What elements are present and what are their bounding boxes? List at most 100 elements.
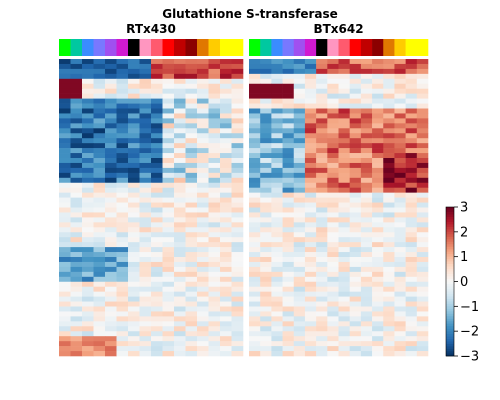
- heatmap-cell: [174, 281, 186, 287]
- heatmap-cell: [231, 217, 244, 223]
- heatmap-cell: [105, 128, 117, 134]
- heatmap-cell: [338, 78, 350, 85]
- heatmap-cell: [185, 162, 198, 169]
- heatmap-cell: [249, 162, 261, 169]
- heatmap-cell: [105, 257, 117, 263]
- heatmap-cell: [151, 207, 163, 213]
- heatmap-cell: [174, 162, 186, 169]
- heatmap-cell: [174, 271, 186, 278]
- heatmap-cell: [231, 93, 244, 99]
- heatmap-cell: [93, 266, 106, 273]
- heatmap-cell: [327, 326, 339, 332]
- heatmap-cell: [185, 167, 198, 174]
- heatmap-cell: [82, 83, 94, 89]
- heatmap-cell: [338, 207, 350, 213]
- heatmap-cell: [174, 301, 186, 307]
- heatmap-cell: [360, 148, 373, 154]
- column-group-swatch: [93, 39, 106, 56]
- heatmap-cell: [70, 73, 83, 80]
- heatmap-cell: [416, 341, 429, 347]
- panel-title: BTx642: [313, 22, 363, 36]
- heatmap-cell: [128, 88, 140, 94]
- heatmap-cell: [416, 88, 429, 94]
- heatmap-cell: [327, 271, 339, 278]
- heatmap-cell: [93, 158, 106, 164]
- heatmap-cell: [260, 192, 272, 198]
- heatmap-cell: [349, 346, 362, 352]
- heatmap-cell: [197, 108, 209, 114]
- heatmap-cell: [383, 281, 395, 287]
- heatmap-cell: [372, 177, 384, 184]
- heatmap-cell: [349, 301, 362, 307]
- heatmap-cell: [162, 237, 175, 243]
- heatmap-cell: [151, 98, 163, 104]
- heatmap-cell: [338, 232, 350, 238]
- heatmap-cell: [139, 351, 152, 357]
- heatmap-cell: [151, 281, 163, 287]
- heatmap-cell: [162, 73, 175, 80]
- heatmap-cell: [416, 153, 429, 159]
- heatmap-cell: [231, 172, 244, 179]
- heatmap-cell: [82, 133, 94, 139]
- heatmap-cell: [416, 296, 429, 302]
- heatmap-cell: [271, 252, 283, 258]
- heatmap-cell: [151, 311, 163, 317]
- heatmap-cell: [416, 207, 429, 213]
- heatmap-cell: [416, 291, 429, 297]
- heatmap-cell: [116, 113, 129, 119]
- heatmap-cell: [249, 167, 261, 174]
- heatmap-cell: [197, 83, 209, 89]
- heatmap-cell: [185, 316, 198, 322]
- heatmap-cell: [260, 83, 272, 89]
- heatmap-cell: [282, 113, 295, 119]
- heatmap-cell: [293, 153, 306, 159]
- heatmap-cell: [260, 133, 272, 139]
- heatmap-cell: [208, 128, 221, 134]
- heatmap-cell: [105, 336, 117, 342]
- heatmap-cell: [116, 103, 129, 109]
- heatmap-cell: [105, 217, 117, 223]
- heatmap-cell: [372, 182, 384, 188]
- heatmap-cell: [349, 212, 362, 218]
- heatmap-cell: [394, 123, 406, 129]
- heatmap-cell: [174, 296, 186, 302]
- heatmap-cell: [231, 202, 244, 208]
- heatmap-cell: [174, 123, 186, 129]
- heatmap-cell: [360, 133, 373, 139]
- heatmap-cell: [394, 326, 406, 332]
- heatmap-cell: [383, 98, 395, 104]
- heatmap-cell: [93, 227, 106, 233]
- heatmap-cell: [197, 331, 209, 337]
- heatmap-cell: [282, 232, 295, 238]
- heatmap-cell: [128, 153, 140, 159]
- heatmap-cell: [249, 281, 261, 287]
- heatmap-cell: [304, 276, 317, 283]
- heatmap-cell: [185, 257, 198, 263]
- heatmap-cell: [260, 291, 272, 297]
- heatmap-cell: [338, 227, 350, 233]
- heatmap-cell: [349, 207, 362, 213]
- heatmap-cell: [128, 103, 140, 109]
- heatmap-cell: [128, 276, 140, 283]
- heatmap-cell: [70, 212, 83, 218]
- heatmap-cell: [82, 276, 94, 283]
- heatmap-cell: [360, 202, 373, 208]
- heatmap-cell: [360, 311, 373, 317]
- heatmap-cell: [360, 138, 373, 144]
- heatmap-cell: [128, 271, 140, 278]
- heatmap-cell: [151, 296, 163, 302]
- heatmap-cell: [220, 247, 232, 253]
- heatmap-cell: [139, 316, 152, 322]
- heatmap-cell: [151, 73, 163, 80]
- heatmap-cell: [59, 316, 71, 322]
- heatmap-cell: [208, 212, 221, 218]
- heatmap-cell: [338, 88, 350, 94]
- heatmap-cell: [383, 153, 395, 159]
- heatmap-cell: [59, 257, 71, 263]
- heatmap-cell: [338, 242, 350, 248]
- heatmap-cell: [174, 73, 186, 80]
- heatmap-cell: [59, 68, 71, 75]
- heatmap-cell: [185, 212, 198, 218]
- heatmap-cell: [394, 187, 406, 193]
- heatmap-cell: [360, 153, 373, 159]
